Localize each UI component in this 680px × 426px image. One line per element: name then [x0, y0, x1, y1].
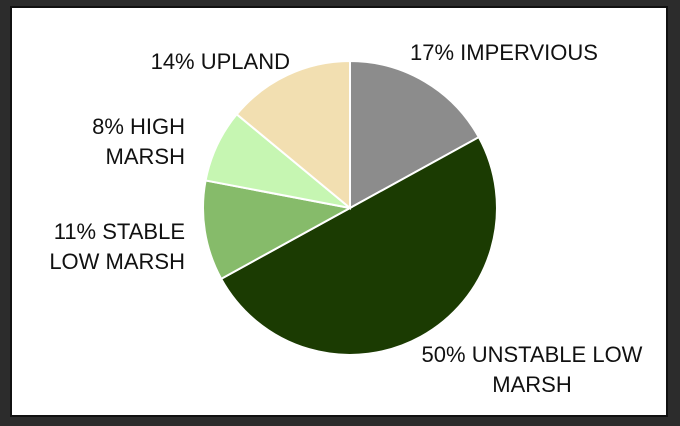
- value-label: 11%: [53, 219, 97, 244]
- slice-label: 8% HIGH MARSH: [60, 112, 185, 172]
- category-label: UPLAND: [200, 49, 290, 74]
- pie-slice: [349, 59, 481, 210]
- category-label: UNSTABLE LOW MARSH: [471, 342, 643, 397]
- slice-label: 14% UPLAND: [100, 47, 290, 77]
- slice-label: 11% STABLE LOW MARSH: [15, 217, 185, 277]
- pie-slice: [219, 135, 498, 356]
- value-label: 14%: [150, 49, 195, 74]
- category-label: HIGH MARSH: [105, 114, 185, 169]
- pie-slice: [202, 179, 353, 281]
- pie-slice: [235, 59, 351, 211]
- value-label: 50%: [421, 342, 466, 367]
- category-label: STABLE LOW MARSH: [49, 219, 185, 274]
- value-label: 8%: [92, 114, 124, 139]
- slice-label: 50% UNSTABLE LOW MARSH: [420, 340, 644, 400]
- slice-label: 17% IMPERVIOUS: [410, 38, 650, 68]
- category-label: IMPERVIOUS: [460, 40, 598, 65]
- value-label: 17%: [410, 40, 455, 65]
